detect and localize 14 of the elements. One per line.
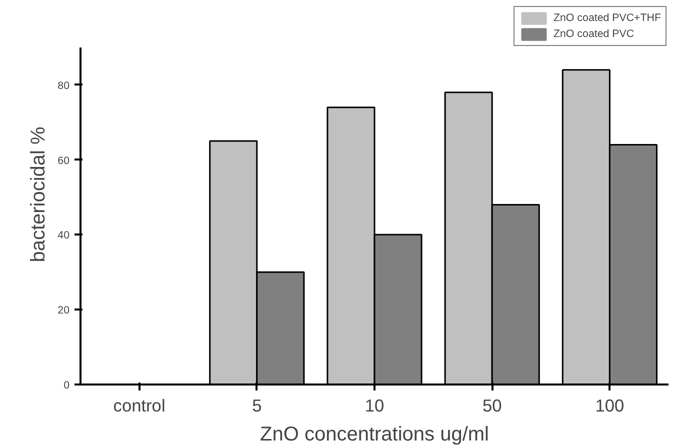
y-tick-label: 20 <box>58 304 70 317</box>
y-tick-label: 80 <box>58 80 70 92</box>
x-tick-label: control <box>113 396 166 416</box>
y-tick-label: 0 <box>64 380 70 392</box>
y-tick-label: 40 <box>58 230 70 242</box>
legend-label: ZnO coated PVC+THF <box>554 12 661 24</box>
x-tick-label: 100 <box>595 396 624 416</box>
y-axis-title: bacteriocidal % <box>28 126 50 262</box>
x-axis-title: ZnO concentrations ug/ml <box>260 424 490 446</box>
y-tick-label: 60 <box>58 154 70 167</box>
legend-label: ZnO coated PVC <box>554 28 634 40</box>
x-tick-label: 50 <box>482 396 502 416</box>
x-tick-label: 5 <box>252 396 262 416</box>
x-tick-label: 10 <box>364 396 384 416</box>
